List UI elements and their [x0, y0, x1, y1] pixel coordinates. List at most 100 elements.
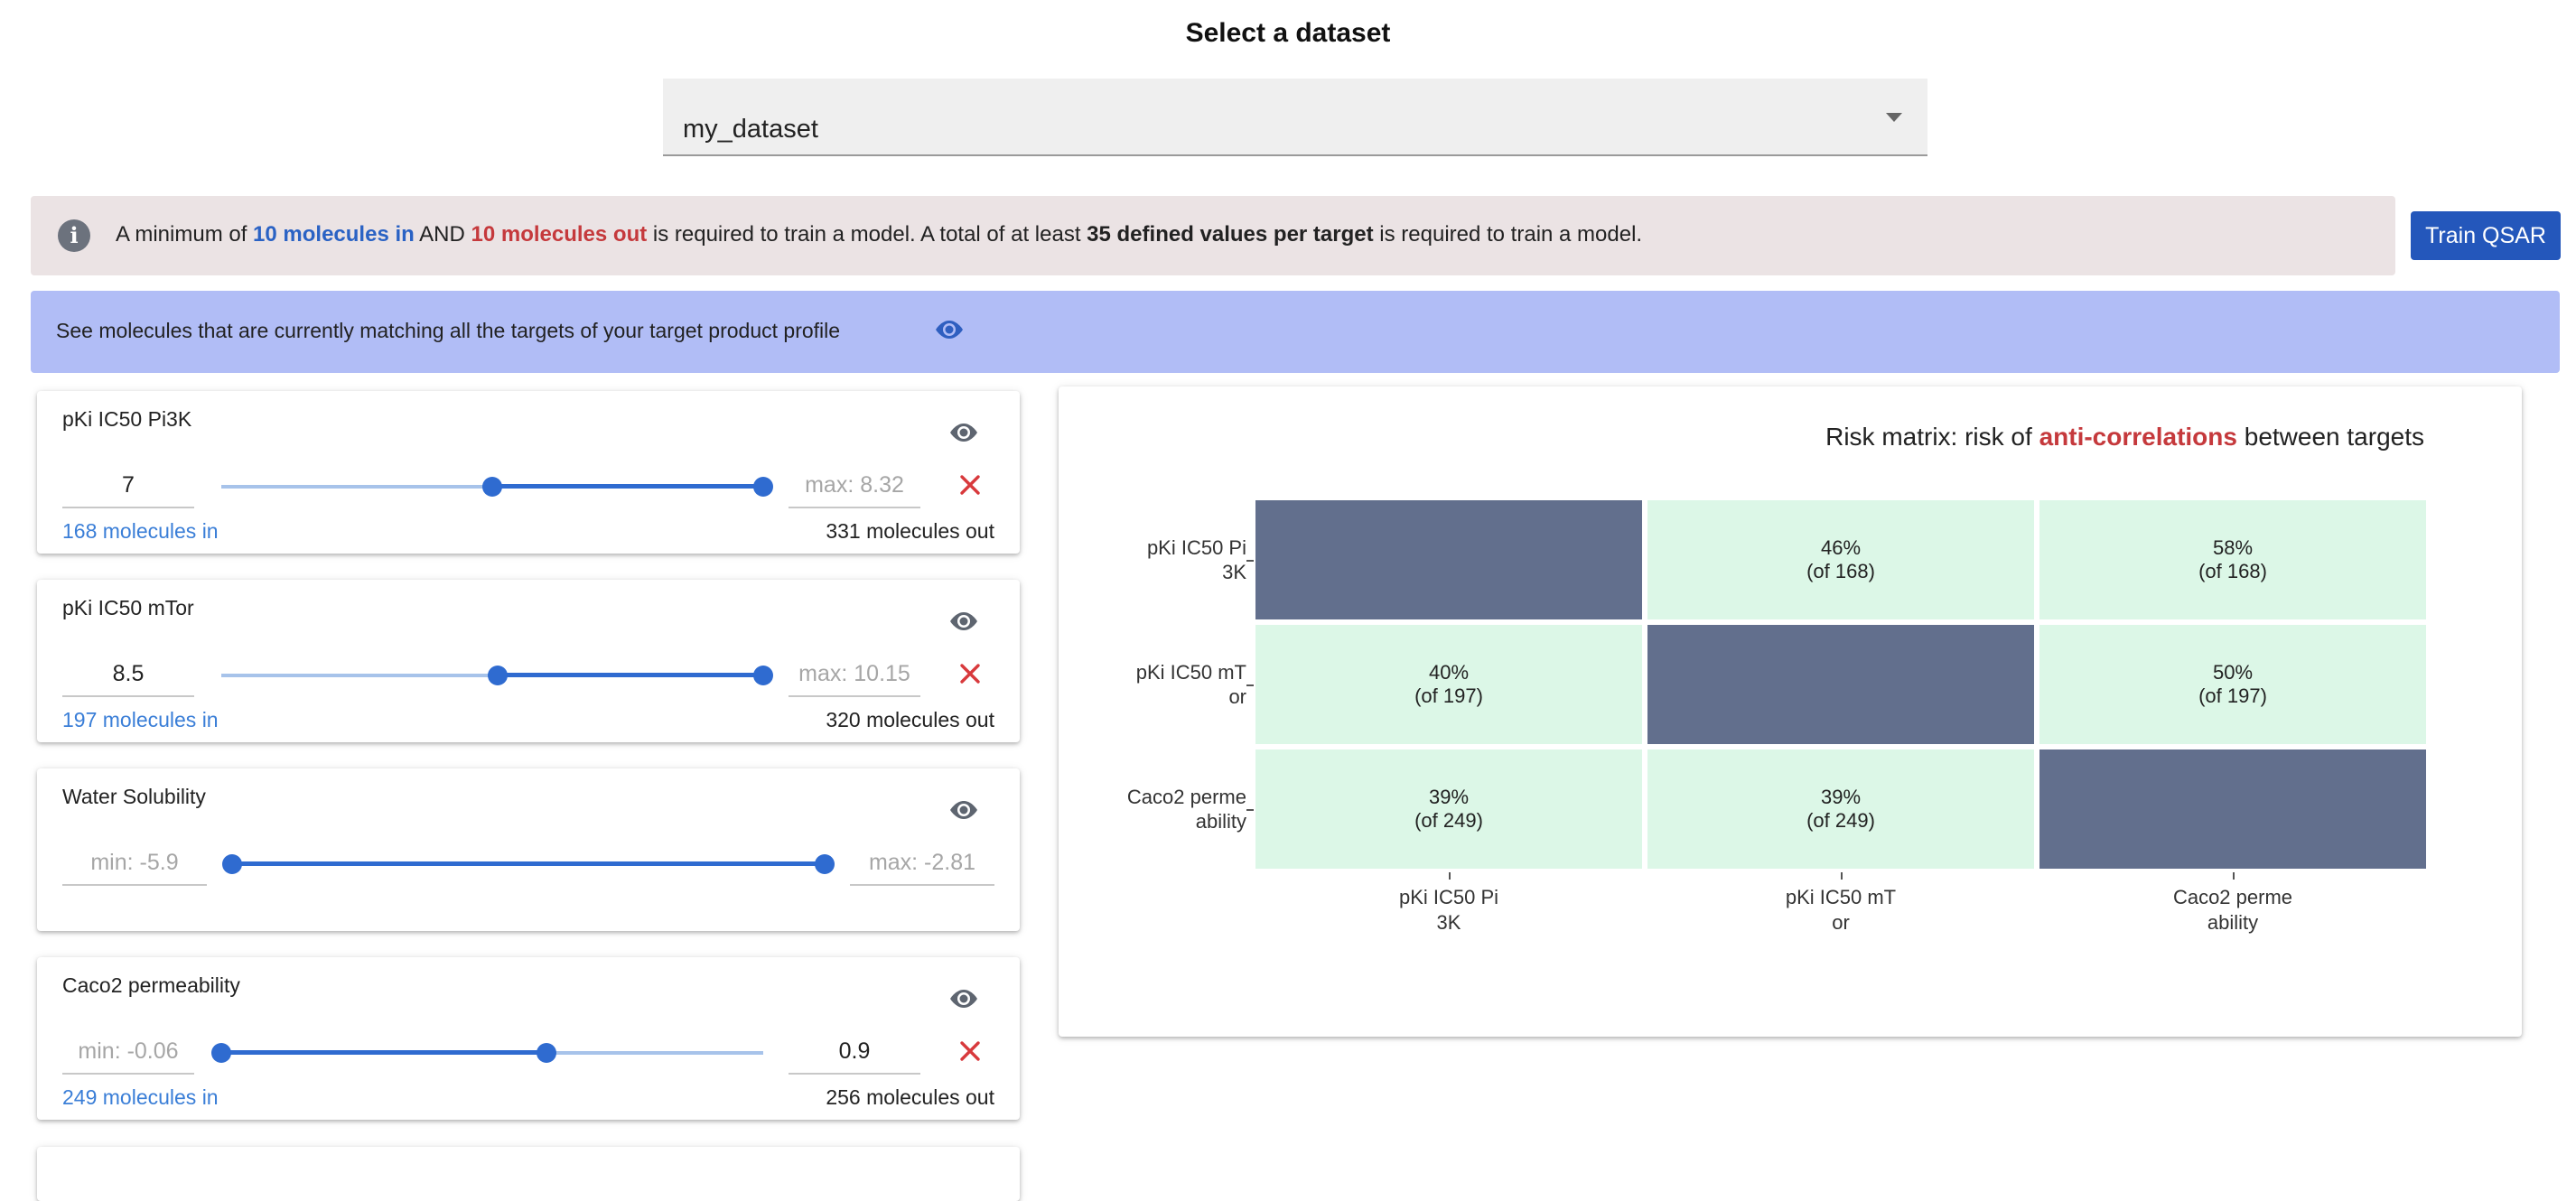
slider-max-handle[interactable]: [753, 666, 773, 685]
info-min-out: 10 molecules out: [471, 222, 648, 247]
target-card-caco2: Caco2 permeability min: -0.06 0.9 249 mo…: [37, 957, 1020, 1120]
info-icon: i: [58, 219, 90, 252]
matrix-cell-percent: 40%: [1428, 661, 1470, 684]
matrix-row-label-line: or: [1228, 685, 1246, 708]
chevron-down-icon: [1886, 113, 1902, 122]
eye-icon[interactable]: [948, 422, 979, 443]
info-min-in: 10 molecules in: [253, 222, 415, 247]
matrix-col-tick: [1841, 872, 1843, 880]
matrix-cell-count: (of 168): [1806, 560, 1875, 582]
molecules-in-count: 197 molecules in: [62, 708, 219, 731]
matrix-col-tick: [2233, 872, 2235, 880]
matrix-diagonal-cell: [1255, 500, 1642, 619]
molecules-in-count: 168 molecules in: [62, 519, 219, 543]
matrix-col-label: Caco2 perme ability: [2142, 885, 2323, 936]
matrix-col-label-line: or: [1832, 911, 1850, 934]
matrix-row-label-line: ability: [1195, 810, 1246, 833]
dataset-select-value: my_dataset: [683, 115, 818, 144]
matrix-cell-count: (of 197): [1414, 684, 1483, 707]
range-slider-active: [498, 673, 763, 677]
slider-max-handle[interactable]: [815, 854, 835, 874]
matrix-cell-percent: 50%: [2212, 661, 2254, 684]
slider-min-handle[interactable]: [482, 477, 502, 497]
min-value-field[interactable]: 7: [62, 467, 194, 508]
matrix-row-label-line: pKi IC50 Pi: [1146, 536, 1246, 559]
risk-matrix-panel: Risk matrix: risk of anti-correlations b…: [1059, 386, 2522, 1037]
matrix-cell: 39% (of 249): [1255, 749, 1642, 869]
matrix-row-label-line: pKi IC50 mT: [1135, 661, 1246, 684]
slider-max-handle[interactable]: [753, 477, 773, 497]
eye-icon[interactable]: [948, 988, 979, 1010]
max-value-field[interactable]: max: 10.15: [789, 656, 920, 697]
target-card-next: [37, 1147, 1020, 1201]
matrix-cell-percent: 58%: [2212, 536, 2254, 559]
matrix-cell: 46% (of 168): [1647, 500, 2034, 619]
matrix-cell-percent: 46%: [1820, 536, 1862, 559]
matrix-row-label: pKi IC50 Pi 3K: [1048, 535, 1246, 584]
risk-matrix-title: Risk matrix: risk of anti-correlations b…: [1825, 423, 2424, 452]
info-banner: i A minimum of 10 molecules in AND 10 mo…: [31, 196, 2395, 275]
range-slider-active: [232, 861, 825, 866]
target-name: Water Solubility: [62, 785, 206, 808]
range-slider-active: [221, 1050, 546, 1055]
molecules-out-count: 320 molecules out: [826, 708, 994, 731]
molecules-in-count: 249 molecules in: [62, 1085, 219, 1109]
matrix-col-label-line: ability: [2207, 911, 2259, 934]
matrix-col-label-line: 3K: [1436, 911, 1461, 934]
target-name: Caco2 permeability: [62, 973, 240, 997]
matrix-cell-count: (of 249): [1414, 809, 1483, 832]
target-name: pKi IC50 Pi3K: [62, 407, 192, 431]
matrix-cell-percent: 39%: [1428, 786, 1470, 808]
matrix-col-label-line: pKi IC50 Pi: [1398, 886, 1499, 908]
close-icon[interactable]: [957, 1038, 983, 1064]
target-card-water-solubility: Water Solubility min: -5.9 max: -2.81: [37, 768, 1020, 931]
slider-min-handle[interactable]: [222, 854, 242, 874]
matrix-row-label-line: 3K: [1222, 561, 1246, 583]
risk-matrix-title-highlight: anti-correlations: [2039, 423, 2237, 451]
matrix-cell: 39% (of 249): [1647, 749, 2034, 869]
molecules-out-count: 256 molecules out: [826, 1085, 994, 1109]
slider-min-handle[interactable]: [488, 666, 508, 685]
slider-min-handle[interactable]: [211, 1043, 231, 1063]
matrix-col-label-line: pKi IC50 mT: [1785, 886, 1897, 908]
info-text-part: AND: [414, 222, 471, 247]
info-text-part: is required to train a model. A total of…: [647, 222, 1087, 247]
max-value-field[interactable]: 0.9: [789, 1033, 920, 1075]
matrix-cell: 50% (of 197): [2039, 625, 2426, 744]
matrix-row-label-line: Caco2 perme: [1126, 786, 1246, 808]
matrix-row-label: pKi IC50 mT or: [1048, 660, 1246, 709]
min-value-field[interactable]: 8.5: [62, 656, 194, 697]
eye-icon[interactable]: [948, 799, 979, 821]
matrix-diagonal-cell: [1647, 625, 2034, 744]
page-title: Select a dataset: [1185, 18, 1391, 48]
matrix-row-tick: [1246, 809, 1254, 811]
dataset-select[interactable]: my_dataset: [663, 79, 1927, 156]
matrix-col-label-line: Caco2 perme: [2172, 886, 2293, 908]
info-defined-values: 35 defined values per target: [1087, 222, 1374, 247]
max-value-field[interactable]: max: -2.81: [850, 844, 994, 886]
matrix-cell: 58% (of 168): [2039, 500, 2426, 619]
matrix-cell-count: (of 197): [2198, 684, 2267, 707]
matrix-cell: 40% (of 197): [1255, 625, 1642, 744]
matrix-row-label: Caco2 perme ability: [1048, 785, 1246, 833]
max-value-field[interactable]: max: 8.32: [789, 467, 920, 508]
eye-icon[interactable]: [934, 318, 965, 341]
matrix-cell-count: (of 168): [2198, 560, 2267, 582]
molecules-out-count: 331 molecules out: [826, 519, 994, 543]
close-icon[interactable]: [957, 661, 983, 686]
eye-icon[interactable]: [948, 610, 979, 632]
tpp-banner-text: See molecules that are currently matchin…: [56, 319, 841, 342]
matrix-cell-percent: 39%: [1820, 786, 1862, 808]
matrix-col-label: pKi IC50 mT or: [1750, 885, 1931, 936]
min-value-field[interactable]: min: -0.06: [62, 1033, 194, 1075]
info-text-part: is required to train a model.: [1373, 222, 1643, 247]
close-icon[interactable]: [957, 472, 983, 498]
matrix-col-label: pKi IC50 Pi 3K: [1358, 885, 1539, 936]
target-name: pKi IC50 mTor: [62, 596, 194, 619]
target-card-pi3k: pKi IC50 Pi3K 7 max: 8.32 168 molecules …: [37, 391, 1020, 554]
min-value-field[interactable]: min: -5.9: [62, 844, 207, 886]
slider-max-handle[interactable]: [537, 1043, 556, 1063]
risk-matrix-title-part: between targets: [2236, 423, 2424, 451]
info-text-part: A minimum of: [116, 222, 254, 247]
train-qsar-button[interactable]: Train QSAR: [2411, 211, 2561, 260]
